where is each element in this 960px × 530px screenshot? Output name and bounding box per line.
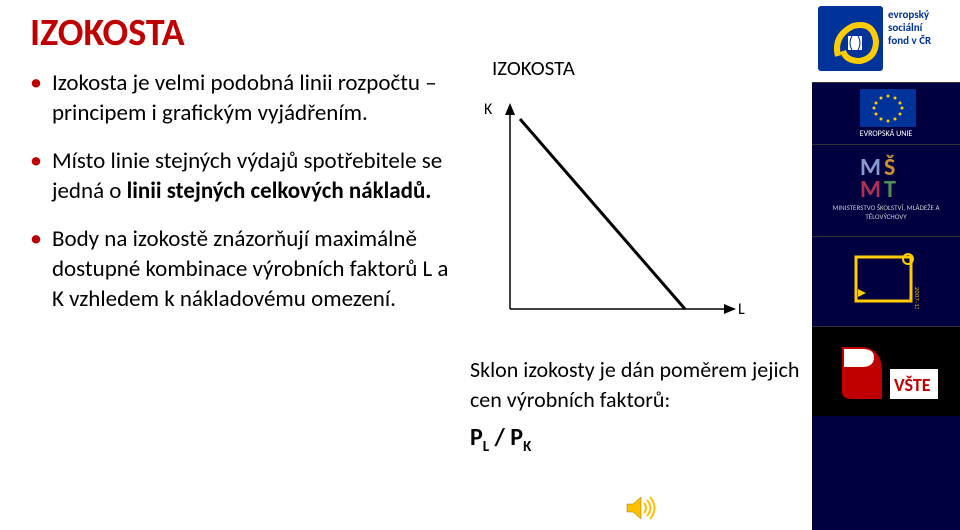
esf-text: evropský sociální fond v ČR (888, 8, 931, 47)
sound-icon[interactable] (625, 494, 657, 522)
msmt-text: MINISTERSTVO ŠKOLSTVÍ, MLÁDEŽE A TĚLOVÝC… (816, 203, 956, 221)
bullet-text: Body na izokostě znázorňují maximálně do… (52, 224, 450, 314)
isocost-chart (470, 89, 760, 339)
vste-logo-icon: VŠTE (832, 337, 942, 407)
bullet-list: • Izokosta je velmi podobná linii rozpoč… (30, 68, 450, 314)
slide-container: IZOKOSTA • Izokosta je velmi podobná lin… (0, 0, 960, 530)
content-area: IZOKOSTA • Izokosta je velmi podobná lin… (0, 0, 812, 530)
esf-logo: evropský sociální fond v ČR (812, 0, 960, 82)
esf-flag-icon (818, 6, 883, 71)
svg-text:M: M (860, 175, 881, 198)
bullet-text: Místo linie stejných výdajů spotřebitele… (52, 146, 450, 206)
bullet-dot-icon: • (30, 68, 42, 98)
x-axis-arrow-icon (724, 304, 736, 314)
eu-text: EVROPSKÁ UNIE (836, 129, 936, 139)
bullet-dot-icon: • (30, 146, 42, 176)
svg-text:T: T (884, 175, 896, 198)
chart-title: IZOKOSTA (492, 55, 780, 81)
chart-caption: Sklon izokosty je dán poměrem jejich cen… (470, 355, 800, 462)
svg-text:VŠTE: VŠTE (894, 374, 931, 396)
bullet-dot-icon: • (30, 224, 42, 254)
eu-flag-icon (860, 89, 916, 127)
op-vk-logo: 2007-13 (812, 236, 960, 326)
vste-logo: VŠTE (812, 326, 960, 416)
op-vk-icon: 2007-13 (846, 249, 926, 309)
y-axis-arrow-icon (505, 103, 515, 115)
bullet-item: • Body na izokostě znázorňují maximálně … (30, 224, 450, 314)
bullet-item: • Místo linie stejných výdajů spotřebite… (30, 146, 450, 206)
bullet-item: • Izokosta je velmi podobná linii rozpoč… (30, 68, 450, 128)
formula: PL / PK (470, 423, 800, 462)
msmt-logo: M Š M T MINISTERSTVO ŠKOLSTVÍ, MLÁDEŽE A… (812, 144, 960, 236)
x-axis-label: L (738, 300, 745, 319)
y-axis-label: K (484, 100, 492, 119)
bullet-text: Izokosta je velmi podobná linii rozpočtu… (52, 68, 450, 128)
slide-title: IZOKOSTA (30, 10, 782, 56)
svg-text:2007-13: 2007-13 (913, 287, 921, 309)
sidebar-logos: evropský sociální fond v ČR (812, 0, 960, 530)
msmt-logo-icon: M Š M T (856, 153, 916, 198)
chart-area: IZOKOSTA K L Sklon izokosty je dán poměr… (470, 55, 780, 339)
isocost-line (520, 119, 685, 309)
eu-logo: EVROPSKÁ UNIE (812, 82, 960, 144)
